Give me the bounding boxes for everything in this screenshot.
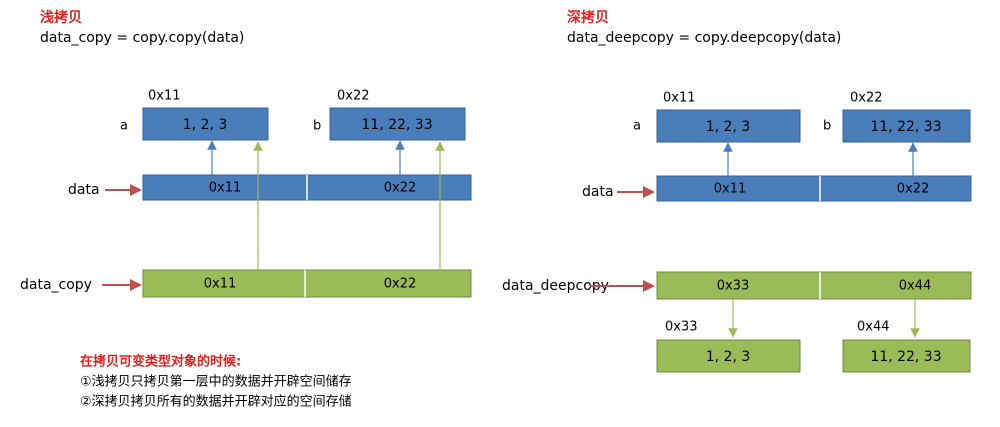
var-name: b [823,119,831,134]
address: 0x11 [148,89,181,104]
object-box [142,107,269,141]
note-line: ①浅拷贝只拷贝第一层中的数据并开辟空间储存 [80,374,352,390]
row-label: data_copy [20,277,92,293]
object-content: 1, 2, 3 [706,119,751,135]
cell: 0x22 [384,181,417,196]
title: 浅拷贝 [40,9,82,26]
note-line: ②深拷贝拷贝所有的数据并开辟对应的空间存储 [80,394,352,410]
object-box [656,109,801,143]
object-box [329,107,466,141]
code: data_deepcopy = copy.deepcopy(data) [567,30,841,46]
list-row [656,175,972,202]
row-label: data [68,182,100,198]
object-content: 1, 2, 3 [706,349,751,365]
code: data_copy = copy.copy(data) [40,30,244,46]
row-label: data_deepcopy [502,278,609,294]
address: 0x22 [850,91,883,106]
object-content: 11, 22, 33 [870,119,941,135]
address: 0x22 [337,89,370,104]
object-content: 11, 22, 33 [870,349,941,365]
var-name: b [313,119,321,134]
address: 0x11 [663,91,696,106]
object-box [656,339,801,373]
object-content: 1, 2, 3 [183,117,228,133]
var-name: a [120,119,128,134]
address: 0x33 [665,320,698,335]
cell: 0x33 [717,279,750,294]
list-row [656,271,972,300]
cell: 0x11 [714,182,747,197]
cell: 0x11 [204,277,237,292]
cell: 0x22 [897,182,930,197]
cell: 0x44 [899,279,932,294]
cell: 0x11 [209,181,242,196]
object-content: 11, 22, 33 [361,117,432,133]
var-name: a [633,119,641,134]
row-label: data [582,184,614,200]
object-box [842,339,971,373]
note-heading: 在拷贝可变类型对象的时候: [80,354,241,370]
address: 0x44 [857,320,890,335]
cell: 0x22 [384,277,417,292]
object-box [842,109,971,143]
title: 深拷贝 [567,9,609,26]
list-row [142,269,472,298]
